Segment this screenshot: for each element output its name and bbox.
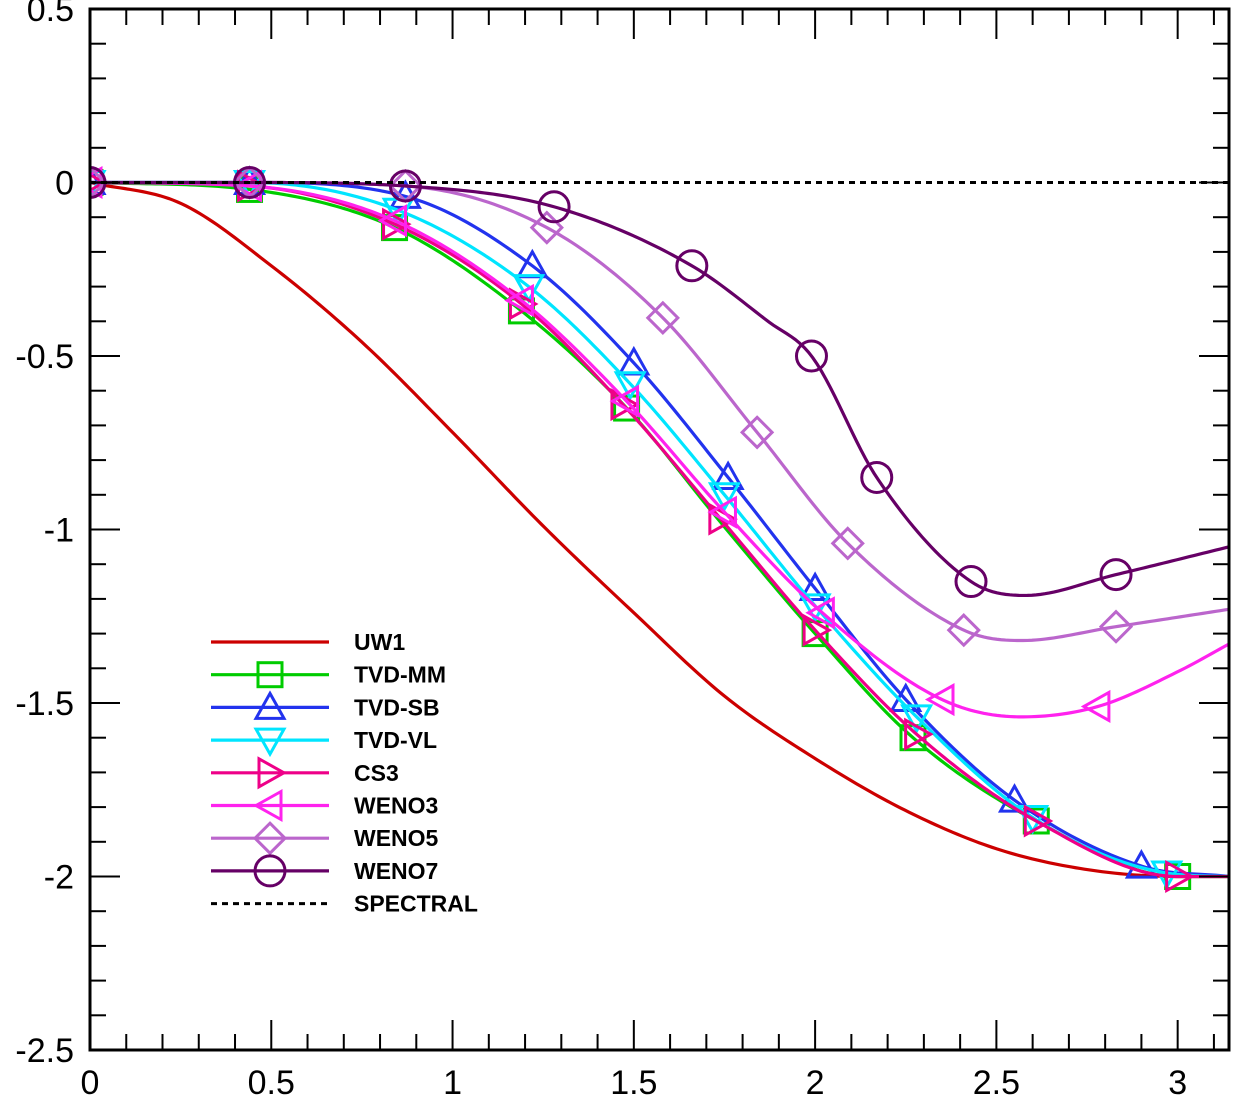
legend-marker-tvd-mm	[256, 661, 284, 689]
series-point-weno3	[924, 682, 955, 717]
legend-label-tvd-mm: TVD-MM	[354, 662, 446, 688]
series-tvd-sb	[90, 165, 1229, 879]
x-tick-label: 0.5	[248, 1064, 295, 1100]
x-tick-label: 2	[806, 1064, 825, 1100]
series-point-cs3	[382, 207, 412, 241]
series-point-cs3	[904, 717, 934, 751]
legend-item-tvd-sb: TVD-SB	[211, 690, 440, 720]
series-tvd-vl	[90, 170, 1229, 891]
series-point-weno3	[377, 204, 408, 238]
legend-item-weno3: WENO3	[211, 788, 438, 823]
x-tick-label: 1	[443, 1064, 462, 1100]
legend-label-weno5: WENO5	[354, 825, 439, 851]
legend-label-spectral: SPECTRAL	[354, 891, 478, 917]
series-point-weno3	[1080, 689, 1111, 724]
y-tick-label: -0.5	[15, 338, 74, 376]
series-point-weno5	[645, 300, 680, 335]
series-point-weno5	[90, 165, 108, 200]
series-layer	[90, 165, 1229, 894]
legend-item-spectral: SPECTRAL	[211, 891, 478, 917]
series-cs3	[90, 169, 1229, 894]
series-point-weno7	[1099, 558, 1133, 592]
legend-item-weno7: WENO7	[211, 854, 438, 888]
series-point-cs3	[1023, 804, 1054, 838]
legend-label-tvd-sb: TVD-SB	[354, 694, 440, 720]
y-tick-label: -1	[44, 512, 74, 550]
legend-item-tvd-vl: TVD-VL	[211, 727, 437, 758]
series-tvd-mm	[90, 169, 1229, 890]
legend: UW1 TVD-MM TVD-SB TVD-VL CS3 WENO3 WENO5 WENO7 S…	[211, 629, 478, 917]
series-line-weno5	[90, 180, 1229, 643]
legend-marker-weno7	[253, 854, 287, 888]
series-point-tvd-vl	[613, 371, 647, 401]
series-point-weno5	[946, 613, 981, 648]
legend-item-tvd-mm: TVD-MM	[211, 661, 446, 689]
series-line-weno3	[90, 180, 1229, 719]
y-tick-label: 0.5	[27, 0, 74, 29]
series-line-uw1	[90, 180, 1229, 879]
series-point-tvd-sb	[711, 460, 745, 490]
series-point-weno7	[537, 190, 571, 224]
legend-marker-weno5	[252, 821, 288, 856]
legend-marker-tvd-sb	[253, 690, 287, 720]
plot-frame	[88, 7, 1231, 1052]
series-point-tvd-vl	[900, 704, 934, 734]
series-point-weno7	[388, 169, 422, 203]
series-point-cs3	[1165, 859, 1195, 894]
series-point-tvd-sb	[798, 571, 832, 601]
series-point-weno5	[830, 526, 865, 561]
y-tick-label: 0	[55, 165, 74, 203]
x-tick-label: 3	[1168, 1064, 1187, 1100]
y-tick-label: -2	[44, 859, 74, 897]
series-point-tvd-vl	[798, 593, 832, 623]
x-tick-label: 2.5	[973, 1064, 1020, 1100]
series-weno3	[90, 165, 1229, 724]
legend-label-tvd-vl: TVD-VL	[354, 727, 437, 753]
x-tick-label: 0	[81, 1064, 100, 1100]
series-point-weno3	[609, 384, 640, 418]
legend-label-cs3: CS3	[354, 760, 399, 786]
series-point-weno7	[860, 460, 894, 494]
y-tick-label: -1.5	[15, 685, 74, 723]
legend-label-weno3: WENO3	[354, 793, 438, 819]
series-point-weno7	[794, 339, 828, 373]
series-point-tvd-vl	[512, 274, 546, 304]
legend-marker-tvd-vl	[253, 727, 287, 758]
x-tick-label: 1.5	[610, 1064, 657, 1100]
legend-marker-weno3	[252, 788, 283, 823]
series-point-weno3	[805, 596, 835, 630]
legend-item-cs3: CS3	[211, 756, 399, 790]
series-point-tvd-vl	[707, 482, 742, 512]
series-point-cs3	[508, 287, 539, 321]
series-line-weno7	[90, 180, 1229, 598]
series-uw1	[90, 180, 1229, 879]
series-point-weno3	[504, 283, 534, 318]
series-point-cs3	[802, 613, 833, 647]
legend-item-weno5: WENO5	[211, 821, 439, 856]
legend-label-uw1: UW1	[354, 629, 405, 655]
legend-item-uw1: UW1	[211, 629, 405, 655]
series-point-weno5	[1098, 609, 1134, 644]
axis-ticks: 0 0.5 1 1.5 2 2.5 3 0.5 0 -0.5 -1 -1.5 -2 -2.5	[15, 0, 1229, 1100]
series-point-weno7	[954, 565, 988, 599]
series-point-weno7	[675, 249, 709, 283]
plot-border	[88, 7, 1231, 1052]
series-point-weno5	[739, 415, 775, 450]
legend-label-weno7: WENO7	[354, 858, 438, 884]
y-tick-label: -2.5	[15, 1032, 74, 1070]
legend-marker-cs3	[257, 756, 288, 790]
series-point-weno3	[707, 495, 737, 529]
